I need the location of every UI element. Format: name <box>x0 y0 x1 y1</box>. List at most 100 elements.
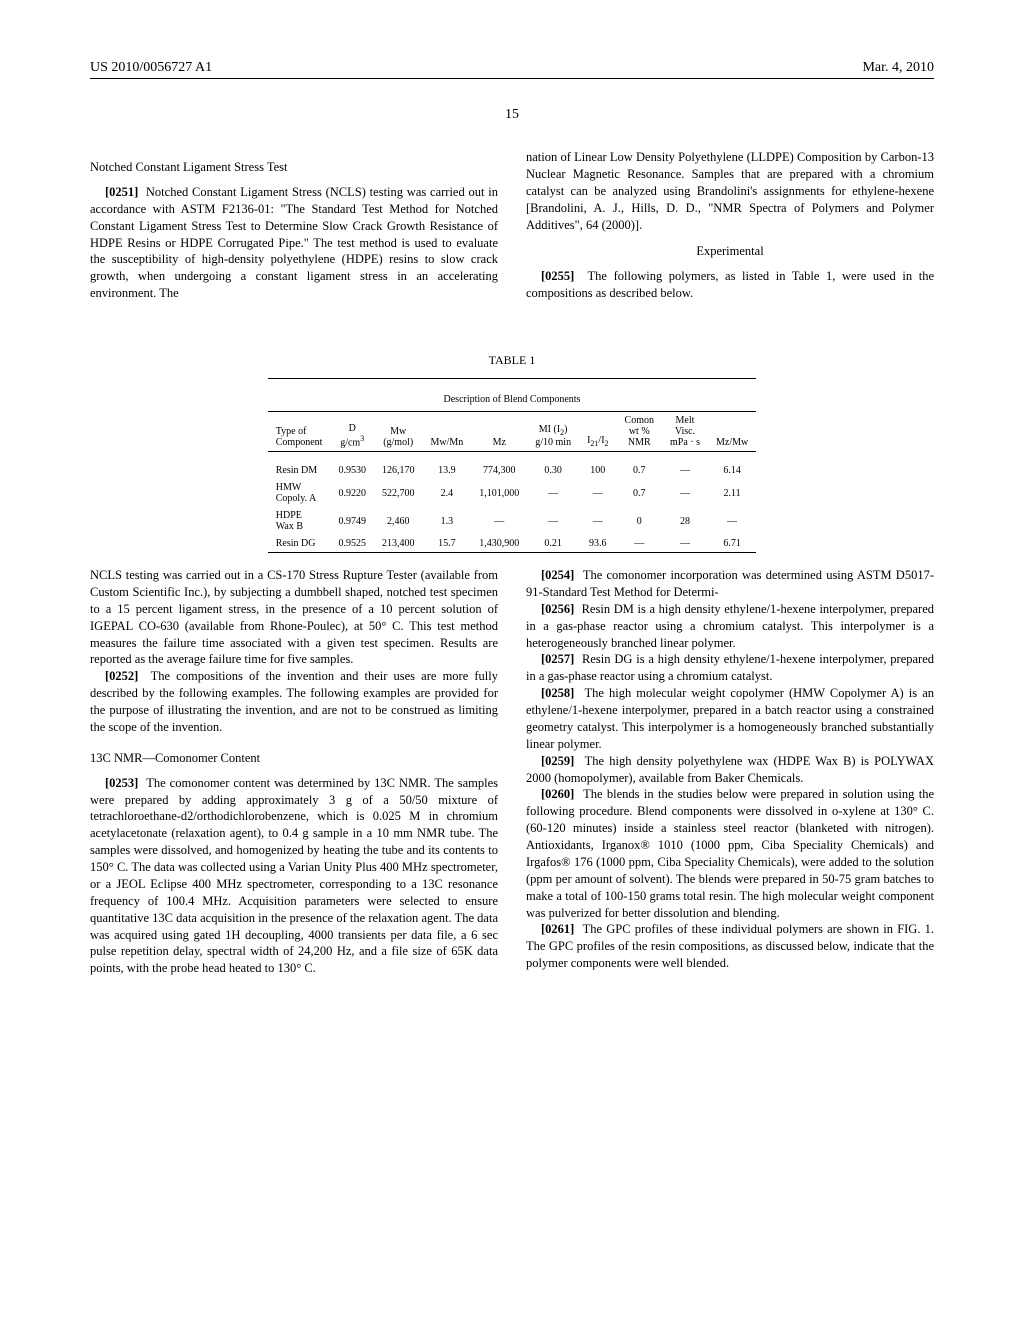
col-type: Type ofComponent <box>268 412 331 452</box>
pnum-0261: [0261] <box>541 922 574 936</box>
col-d: Dg/cm3 <box>330 412 374 452</box>
col-i21i2: I21/I2 <box>579 412 616 452</box>
para-0259: [0259] The high density polyethylene wax… <box>526 753 934 787</box>
heading-ncls: Notched Constant Ligament Stress Test <box>90 159 498 176</box>
pnum-0254: [0254] <box>541 568 574 582</box>
cell: Resin DG <box>268 535 331 553</box>
col-mz: Mz <box>471 412 527 452</box>
para-0252: [0252] The compositions of the invention… <box>90 668 498 736</box>
table-row: HMWCopoly. A 0.9220 522,700 2.4 1,101,00… <box>268 479 756 507</box>
table-row: Resin DG 0.9525 213,400 15.7 1,430,900 0… <box>268 535 756 553</box>
para-ncls-cont: NCLS testing was carried out in a CS-170… <box>90 567 498 668</box>
table-row: Resin DM 0.9530 126,170 13.9 774,300 0.3… <box>268 462 756 479</box>
content-area: Notched Constant Ligament Stress Test [0… <box>90 149 934 977</box>
para-0261: [0261] The GPC profiles of these individ… <box>526 921 934 972</box>
cell: 0.9220 <box>330 479 374 507</box>
col-comon: Comonwt %NMR <box>617 412 662 452</box>
page: US 2010/0056727 A1 Mar. 4, 2010 15 Notch… <box>0 0 1024 1320</box>
pnum-0258: [0258] <box>541 686 574 700</box>
cell: 2.11 <box>708 479 756 507</box>
cell: 0.21 <box>527 535 579 553</box>
cell: 0.9525 <box>330 535 374 553</box>
cell: 6.14 <box>708 462 756 479</box>
table-title: TABLE 1 <box>90 353 934 368</box>
cell: 15.7 <box>422 535 471 553</box>
cell: 1.3 <box>422 507 471 535</box>
para-right-top: nation of Linear Low Density Polyethylen… <box>526 149 934 233</box>
cell: 126,170 <box>374 462 423 479</box>
para-0254: [0254] The comonomer incorporation was d… <box>526 567 934 601</box>
cell: 28 <box>662 507 708 535</box>
para-0251-text: Notched Constant Ligament Stress (NCLS) … <box>90 185 498 300</box>
pnum-0257: [0257] <box>541 652 574 666</box>
pnum-0255: [0255] <box>541 269 574 283</box>
cell: — <box>662 535 708 553</box>
cell: 100 <box>579 462 616 479</box>
cell: 774,300 <box>471 462 527 479</box>
pnum-0256: [0256] <box>541 602 574 616</box>
col-mzmw: Mz/Mw <box>708 412 756 452</box>
table-1: TABLE 1 Description of Blend Components … <box>90 353 934 553</box>
cell: 6.71 <box>708 535 756 553</box>
lower-columns: NCLS testing was carried out in a CS-170… <box>90 567 934 977</box>
cell: — <box>527 479 579 507</box>
col-mwmn: Mw/Mn <box>422 412 471 452</box>
cell: 2,460 <box>374 507 423 535</box>
cell: — <box>662 479 708 507</box>
pnum-0251: [0251] <box>105 185 138 199</box>
cell: 0.7 <box>617 479 662 507</box>
para-0261-text: The GPC profiles of these individual pol… <box>526 922 934 970</box>
para-0255-text: The following polymers, as listed in Tab… <box>526 269 934 300</box>
cell: HMWCopoly. A <box>268 479 331 507</box>
pnum-0260: [0260] <box>541 787 574 801</box>
table-caption: Description of Blend Components <box>268 391 756 412</box>
para-0252-text: The compositions of the invention and th… <box>90 669 498 734</box>
upper-columns: Notched Constant Ligament Stress Test [0… <box>90 149 934 339</box>
cell: 0.7 <box>617 462 662 479</box>
heading-experimental: Experimental <box>526 243 934 260</box>
cell: 213,400 <box>374 535 423 553</box>
para-0260: [0260] The blends in the studies below w… <box>526 786 934 921</box>
table-row: HDPEWax B 0.9749 2,460 1.3 — — — 0 28 — <box>268 507 756 535</box>
para-0260-text: The blends in the studies below were pre… <box>526 787 934 919</box>
col-mi: MI (I2)g/10 min <box>527 412 579 452</box>
header-right: Mar. 4, 2010 <box>862 60 934 76</box>
cell: — <box>708 507 756 535</box>
cell: — <box>579 507 616 535</box>
table-element: Description of Blend Components Type ofC… <box>268 378 756 553</box>
pnum-0253: [0253] <box>105 776 138 790</box>
cell: 93.6 <box>579 535 616 553</box>
heading-13c: 13C NMR—Comonomer Content <box>90 750 498 767</box>
para-0253: [0253] The comonomer content was determi… <box>90 775 498 978</box>
cell: — <box>579 479 616 507</box>
cell: 0 <box>617 507 662 535</box>
page-header: US 2010/0056727 A1 Mar. 4, 2010 <box>90 60 934 76</box>
header-left: US 2010/0056727 A1 <box>90 60 212 76</box>
para-0258-text: The high molecular weight copolymer (HMW… <box>526 686 934 751</box>
col-mw: Mw(g/mol) <box>374 412 423 452</box>
para-0255: [0255] The following polymers, as listed… <box>526 268 934 302</box>
col-melt: MeltVisc.mPa · s <box>662 412 708 452</box>
pnum-0252: [0252] <box>105 669 138 683</box>
cell: 522,700 <box>374 479 423 507</box>
cell: Resin DM <box>268 462 331 479</box>
cell: — <box>617 535 662 553</box>
para-0256: [0256] Resin DM is a high density ethyle… <box>526 601 934 652</box>
para-0258: [0258] The high molecular weight copolym… <box>526 685 934 753</box>
cell: HDPEWax B <box>268 507 331 535</box>
pnum-0259: [0259] <box>541 754 574 768</box>
para-0257: [0257] Resin DG is a high density ethyle… <box>526 651 934 685</box>
cell: 1,101,000 <box>471 479 527 507</box>
cell: — <box>471 507 527 535</box>
para-0251: [0251] Notched Constant Ligament Stress … <box>90 184 498 302</box>
cell: 0.9749 <box>330 507 374 535</box>
para-0256-text: Resin DM is a high density ethylene/1-he… <box>526 602 934 650</box>
para-0253-text: The comonomer content was determined by … <box>90 776 498 976</box>
para-0254-text: The comonomer incorporation was determin… <box>526 568 934 599</box>
header-rule <box>90 78 934 79</box>
cell: 13.9 <box>422 462 471 479</box>
page-number: 15 <box>90 107 934 123</box>
cell: 0.9530 <box>330 462 374 479</box>
cell: — <box>527 507 579 535</box>
cell: 2.4 <box>422 479 471 507</box>
